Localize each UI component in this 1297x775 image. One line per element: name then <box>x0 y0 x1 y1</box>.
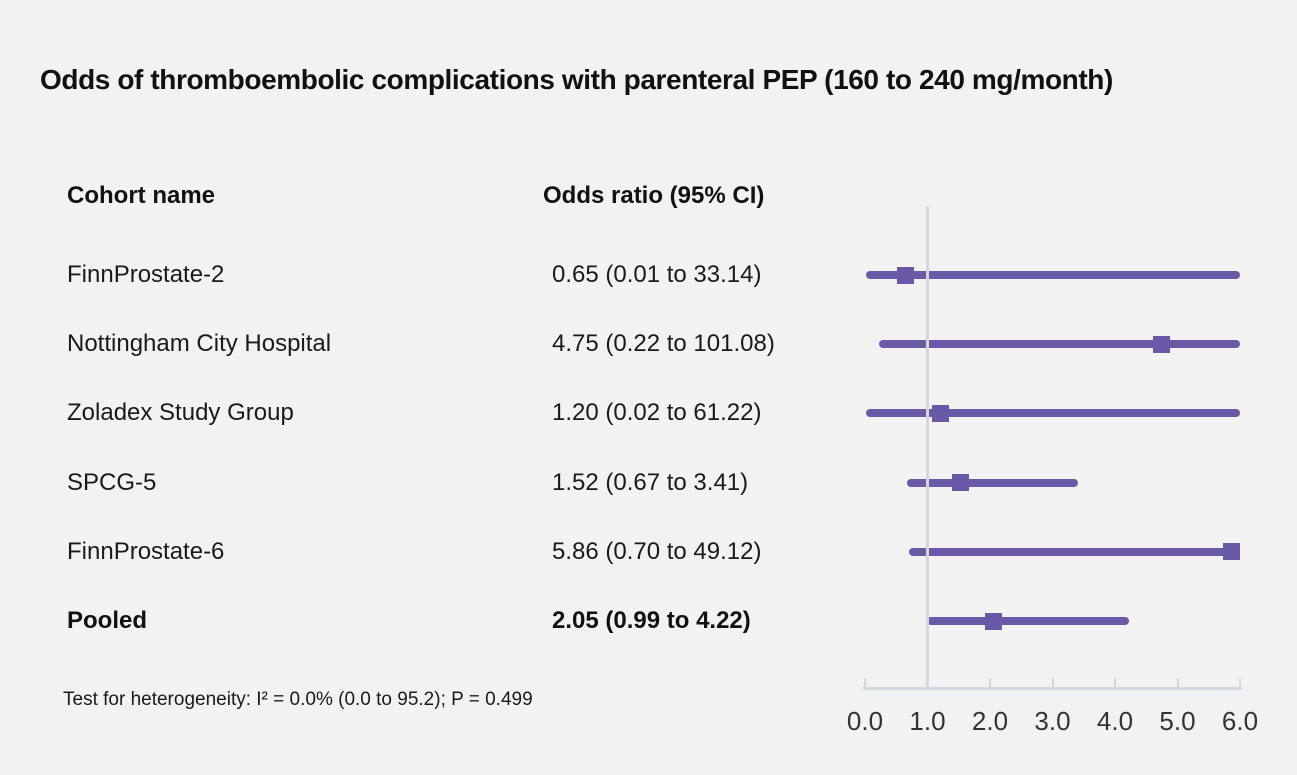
cohort-label: FinnProstate-2 <box>67 261 225 288</box>
x-axis-tick <box>864 678 866 687</box>
x-axis-tick <box>1239 678 1241 687</box>
ci-line <box>866 409 1240 418</box>
x-axis-tick-label: 2.0 <box>971 706 1009 736</box>
x-axis-tick <box>1114 678 1116 687</box>
x-axis-tick-label: 1.0 <box>909 706 946 736</box>
odds-ratio-marker <box>951 474 969 492</box>
heterogeneity-footnote: Test for heterogeneity: I² = 0.0% (0.0 t… <box>63 689 533 710</box>
ci-line <box>878 340 1240 349</box>
odds-ratio-value: 0.65 (0.01 to 33.14) <box>552 261 762 288</box>
x-axis-tick-label: 0.0 <box>846 706 884 736</box>
ci-line <box>865 271 1240 279</box>
x-axis-tick <box>989 678 991 687</box>
cohort-label: Pooled <box>67 607 148 634</box>
odds-ratio-value: 4.75 (0.22 to 101.08) <box>552 330 775 358</box>
x-axis-tick-label: 5.0 <box>1159 706 1196 736</box>
reference-line <box>926 206 929 687</box>
cohort-label: Nottingham City Hospital <box>67 330 332 358</box>
odds-ratio-marker <box>931 404 949 422</box>
ci-line <box>926 617 1129 625</box>
figure-title: Odds of thromboembolic complications wit… <box>40 64 1113 95</box>
odds-ratio-marker <box>897 266 915 284</box>
cohort-label: Zoladex Study Group <box>67 399 294 427</box>
odds-ratio-value: 1.52 (0.67 to 3.41) <box>552 468 749 496</box>
odds-ratio-marker <box>1153 335 1171 353</box>
cohort-label: FinnProstate-6 <box>67 537 225 565</box>
x-axis-tick <box>1176 678 1179 687</box>
x-axis-tick-label: 4.0 <box>1096 706 1134 736</box>
ci-line <box>906 478 1079 487</box>
x-axis-tick <box>1051 678 1054 687</box>
column-header-cohort: Cohort name <box>67 182 216 209</box>
column-header-odds-ratio: Odds ratio (95% CI) <box>543 182 765 209</box>
cohort-label: SPCG-5 <box>67 468 157 496</box>
odds-ratio-value: 5.86 (0.70 to 49.12) <box>552 537 762 565</box>
ci-line <box>908 547 1240 556</box>
x-axis-tick-label: 3.0 <box>1034 706 1071 736</box>
x-axis-tick-label: 6.0 <box>1221 706 1259 736</box>
odds-ratio-value: 2.05 (0.99 to 4.22) <box>552 607 751 634</box>
x-axis-line <box>863 687 1242 690</box>
odds-ratio-value: 1.20 (0.02 to 61.22) <box>552 399 762 427</box>
odds-ratio-marker <box>1222 543 1240 561</box>
odds-ratio-marker <box>984 612 1002 630</box>
x-axis-tick <box>926 678 929 687</box>
